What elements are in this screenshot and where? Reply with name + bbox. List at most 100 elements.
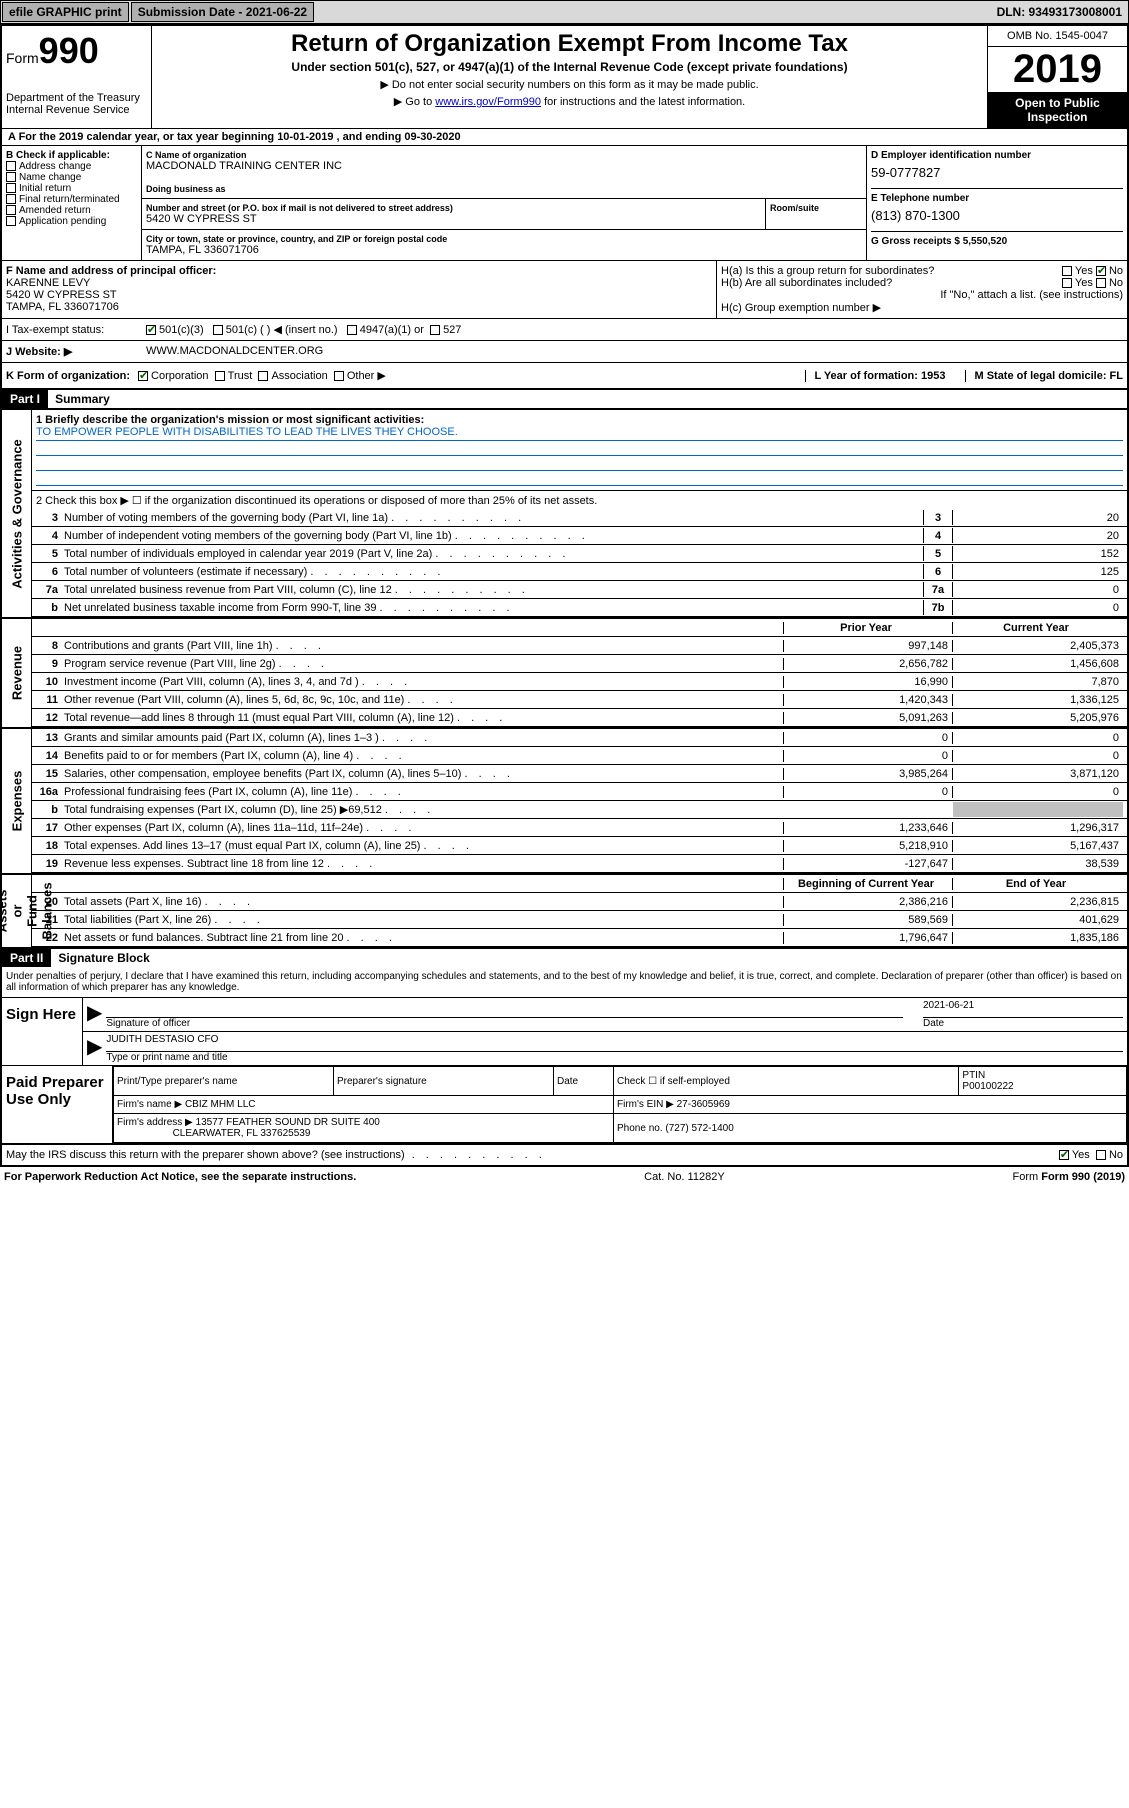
mission-text: TO EMPOWER PEOPLE WITH DISABILITIES TO L… — [36, 426, 1123, 441]
phone-label: E Telephone number — [871, 193, 1123, 204]
line-text: Total number of volunteers (estimate if … — [64, 566, 923, 578]
mission-blank1 — [36, 441, 1123, 456]
pending-checkbox[interactable] — [6, 216, 16, 226]
dept-label: Department of the Treasury Internal Reve… — [6, 92, 147, 116]
gov-side: Activities & Governance — [2, 410, 32, 617]
ha-label: H(a) Is this a group return for subordin… — [721, 265, 934, 277]
preparer-table: Print/Type preparer's name Preparer's si… — [113, 1066, 1127, 1143]
prep-date-label: Date — [554, 1067, 614, 1096]
prior-val: 5,218,910 — [783, 840, 953, 852]
dln-label: DLN: 93493173008001 — [991, 3, 1128, 21]
discuss-row: May the IRS discuss this return with the… — [2, 1144, 1127, 1165]
expenses-section: Expenses 13 Grants and similar amounts p… — [2, 727, 1127, 873]
prior-val: -127,647 — [783, 858, 953, 870]
two-col-line: 8 Contributions and grants (Part VIII, l… — [32, 637, 1127, 655]
two-col-line: 21 Total liabilities (Part X, line 26) .… — [32, 911, 1127, 929]
assoc-checkbox[interactable] — [258, 371, 268, 381]
line-num: b — [36, 804, 64, 816]
discuss-no[interactable] — [1096, 1150, 1106, 1160]
addr-change-checkbox[interactable] — [6, 161, 16, 171]
rev-side: Revenue — [2, 619, 32, 727]
current-val: 1,835,186 — [953, 930, 1123, 945]
exp-side: Expenses — [2, 729, 32, 873]
efile-print-button[interactable]: efile GRAPHIC print — [2, 2, 129, 22]
section-b: B Check if applicable: Address change Na… — [2, 146, 142, 260]
line-text: Revenue less expenses. Subtract line 18 … — [64, 858, 783, 870]
hb-label: H(b) Are all subordinates included? — [721, 277, 892, 289]
501c-checkbox[interactable] — [213, 325, 223, 335]
opt-initial: Initial return — [19, 183, 71, 194]
tax-year: 2019 — [988, 47, 1127, 92]
name-change-checkbox[interactable] — [6, 172, 16, 182]
ptin-label: PTIN — [962, 1070, 985, 1081]
firm-ein: 27-3605969 — [677, 1099, 730, 1110]
two-col-line: 9 Program service revenue (Part VIII, li… — [32, 655, 1127, 673]
sig-officer-label: Signature of officer — [106, 1018, 903, 1029]
initial-checkbox[interactable] — [6, 183, 16, 193]
line-num: 19 — [36, 858, 64, 870]
corp-checkbox[interactable] — [138, 371, 148, 381]
note2-pre: ▶ Go to — [394, 96, 435, 108]
line-num: 12 — [36, 712, 64, 724]
part1-title: Summary — [51, 390, 114, 408]
trust-checkbox[interactable] — [215, 371, 225, 381]
hb-no[interactable] — [1096, 278, 1106, 288]
current-year-header: Current Year — [953, 620, 1123, 635]
gross-label: G Gross receipts $ 5,550,520 — [871, 236, 1123, 247]
street-val: 5420 W CYPRESS ST — [146, 213, 761, 225]
gov-line: 3 Number of voting members of the govern… — [32, 509, 1127, 527]
opt-name: Name change — [19, 172, 81, 183]
officer-addr1: 5420 W CYPRESS ST — [6, 289, 712, 301]
ha-no[interactable] — [1096, 266, 1106, 276]
current-val: 2,405,373 — [953, 638, 1123, 653]
two-col-line: 11 Other revenue (Part VIII, column (A),… — [32, 691, 1127, 709]
current-val — [953, 802, 1123, 817]
firm-addr-label: Firm's address ▶ — [117, 1117, 193, 1128]
opt-corp: Corporation — [151, 370, 208, 382]
dba-label: Doing business as — [146, 184, 862, 194]
cat-no: Cat. No. 11282Y — [644, 1171, 725, 1183]
ha-yes[interactable] — [1062, 266, 1072, 276]
4947-checkbox[interactable] — [347, 325, 357, 335]
current-val: 38,539 — [953, 856, 1123, 871]
line-text: Total fundraising expenses (Part IX, col… — [64, 803, 783, 816]
current-val: 7,870 — [953, 674, 1123, 689]
netassets-section: Net Assets or Fund Balances Beginning of… — [2, 873, 1127, 947]
part2-header-row: Part II Signature Block — [2, 947, 1127, 967]
current-val: 0 — [953, 784, 1123, 799]
paid-preparer-label: Paid Preparer Use Only — [2, 1066, 112, 1143]
officer-name-row: ▶ JUDITH DESTASIO CFO Type or print name… — [83, 1032, 1127, 1065]
net-side-text: Net Assets or Fund Balances — [0, 882, 54, 939]
prior-val: 16,990 — [783, 676, 953, 688]
line-text: Net unrelated business taxable income fr… — [64, 602, 923, 614]
amended-checkbox[interactable] — [6, 205, 16, 215]
527-checkbox[interactable] — [430, 325, 440, 335]
line-num: 9 — [36, 658, 64, 670]
line-num: 8 — [36, 640, 64, 652]
firm-name-label: Firm's name ▶ — [117, 1099, 182, 1110]
period-row: A For the 2019 calendar year, or tax yea… — [2, 129, 1127, 146]
501c3-checkbox[interactable] — [146, 325, 156, 335]
line-col-num: 4 — [923, 528, 953, 543]
line-num: 14 — [36, 750, 64, 762]
officer-typed-name: JUDITH DESTASIO CFO — [106, 1034, 1123, 1052]
line-num: 18 — [36, 840, 64, 852]
gov-line: 7a Total unrelated business revenue from… — [32, 581, 1127, 599]
line-num: 3 — [36, 512, 64, 524]
firm-addr2: CLEARWATER, FL 337625539 — [173, 1128, 311, 1139]
paid-preparer-row: Paid Preparer Use Only Print/Type prepar… — [2, 1066, 1127, 1144]
other-checkbox[interactable] — [334, 371, 344, 381]
final-checkbox[interactable] — [6, 194, 16, 204]
discuss-yes[interactable] — [1059, 1150, 1069, 1160]
sign-here-row: Sign Here ▶ Signature of officer 2021-06… — [2, 997, 1127, 1066]
line-val: 20 — [953, 528, 1123, 543]
hb-yes[interactable] — [1062, 278, 1072, 288]
line-num: 4 — [36, 530, 64, 542]
instructions-link[interactable]: www.irs.gov/Form990 — [435, 96, 541, 108]
b-label: B Check if applicable: — [6, 150, 137, 161]
line-num: 13 — [36, 732, 64, 744]
part1-badge: Part I — [2, 390, 48, 408]
ptin-val: P00100222 — [962, 1081, 1013, 1092]
street-label: Number and street (or P.O. box if mail i… — [146, 203, 761, 213]
prior-val: 1,233,646 — [783, 822, 953, 834]
